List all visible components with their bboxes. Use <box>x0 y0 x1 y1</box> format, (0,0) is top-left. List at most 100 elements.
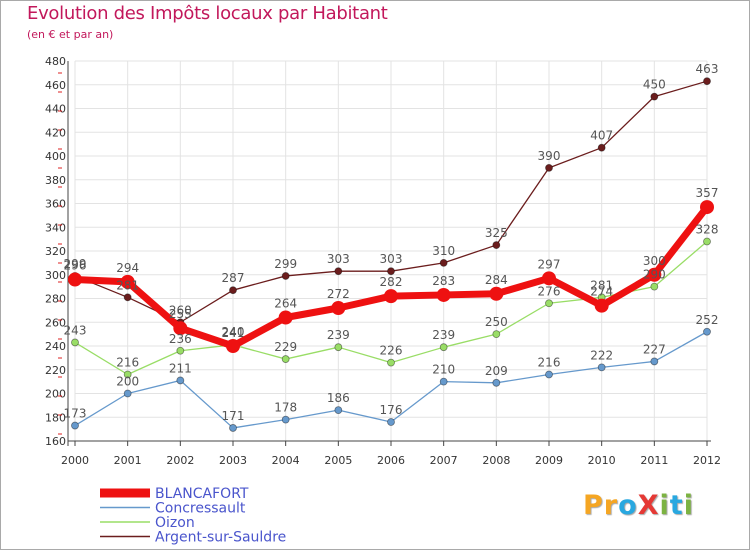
data-label-argent-sur-sauldre: 260 <box>169 303 192 317</box>
data-label-concressault: 178 <box>274 401 297 415</box>
data-label-oizon: 250 <box>485 315 508 329</box>
data-point-argent-sur-sauldre <box>334 267 343 276</box>
data-label-concressault: 210 <box>432 363 455 377</box>
data-label-blancafort: 264 <box>274 297 297 311</box>
data-point-argent-sur-sauldre <box>387 267 395 276</box>
data-point-blancafort <box>436 287 451 302</box>
y-tick-label: 360 <box>45 198 66 211</box>
data-label-blancafort: 272 <box>327 287 350 301</box>
data-point-blancafort <box>384 289 398 304</box>
logo-letter: X <box>637 490 660 521</box>
data-point-argent-sur-sauldre <box>703 77 711 86</box>
data-label-blancafort: 296 <box>64 259 87 273</box>
data-point-blancafort <box>594 298 609 313</box>
data-label-blancafort: 294 <box>116 261 139 275</box>
data-point-blancafort <box>226 339 240 353</box>
data-point-blancafort <box>173 321 188 336</box>
data-point-oizon <box>703 237 711 246</box>
y-tick-label: 480 <box>45 55 66 68</box>
data-point-oizon <box>439 343 448 352</box>
data-label-blancafort: 300 <box>643 254 666 268</box>
data-point-concressault <box>387 418 395 426</box>
data-point-oizon <box>123 370 132 379</box>
data-point-concressault <box>545 370 553 379</box>
data-label-blancafort: 255 <box>169 307 192 321</box>
data-label-argent-sur-sauldre: 407 <box>590 129 613 143</box>
series-lines <box>68 77 714 432</box>
data-point-concressault <box>597 363 606 372</box>
data-point-oizon <box>650 282 659 291</box>
data-label-oizon: 239 <box>432 328 455 342</box>
data-point-blancafort <box>278 310 293 325</box>
x-tick-label: 2009 <box>535 454 563 467</box>
data-point-concressault <box>176 376 185 385</box>
data-point-argent-sur-sauldre <box>597 143 606 152</box>
y-tick-label: 420 <box>45 126 66 139</box>
logo-letter: o <box>618 490 638 521</box>
data-point-oizon <box>387 358 395 367</box>
data-label-oizon: 328 <box>696 223 719 237</box>
y-tick-label: 300 <box>45 269 66 282</box>
proxiti-logo: ProXiti <box>583 490 694 521</box>
data-label-argent-sur-sauldre: 463 <box>696 62 719 76</box>
y-tick-label: 280 <box>45 293 66 306</box>
data-point-blancafort <box>542 271 556 286</box>
data-label-concressault: 173 <box>64 407 87 421</box>
data-label-concressault: 227 <box>643 342 666 356</box>
data-label-concressault: 216 <box>538 356 561 370</box>
y-tick-label: 440 <box>45 103 66 116</box>
data-label-oizon: 290 <box>643 268 666 282</box>
chart-subtitle: (en € et par an) <box>27 28 114 41</box>
data-point-concressault <box>334 406 343 415</box>
data-label-blancafort: 297 <box>538 257 561 271</box>
data-label-argent-sur-sauldre: 281 <box>116 278 139 292</box>
data-label-oizon: 241 <box>222 326 245 340</box>
x-tick-label: 2004 <box>272 454 300 467</box>
x-tick-label: 2000 <box>61 454 89 467</box>
x-tick-label: 2003 <box>219 454 247 467</box>
data-label-concressault: 176 <box>380 403 403 417</box>
y-tick-label: 380 <box>45 174 66 187</box>
data-label-oizon: 226 <box>380 344 403 358</box>
data-point-oizon <box>281 355 290 363</box>
x-tick-label: 2006 <box>377 454 405 467</box>
x-tick-label: 2002 <box>166 454 194 467</box>
data-label-argent-sur-sauldre: 325 <box>485 226 508 240</box>
data-point-concressault <box>71 421 79 430</box>
x-tick-label: 2008 <box>482 454 510 467</box>
data-point-concressault <box>229 424 237 432</box>
y-tick-label: 320 <box>45 245 66 258</box>
data-label-oizon: 281 <box>590 278 613 292</box>
y-tick-label: 340 <box>45 221 66 234</box>
data-point-blancafort <box>700 200 714 215</box>
x-tick-label: 2005 <box>324 454 352 467</box>
data-point-concressault <box>492 378 501 387</box>
logo-letter: i <box>683 490 694 521</box>
data-label-concressault: 222 <box>590 348 613 362</box>
data-label-oizon: 276 <box>538 284 561 298</box>
legend-label: Concressault <box>155 501 246 517</box>
data-label-argent-sur-sauldre: 287 <box>222 271 245 285</box>
data-label-argent-sur-sauldre: 390 <box>538 149 561 163</box>
data-point-oizon <box>545 299 553 308</box>
data-point-argent-sur-sauldre <box>281 272 290 280</box>
y-tick-label: 200 <box>45 388 66 401</box>
data-point-concressault <box>281 415 290 424</box>
data-label-blancafort: 284 <box>485 273 508 287</box>
data-point-blancafort <box>647 267 662 282</box>
y-tick-label: 240 <box>45 340 66 353</box>
data-label-concressault: 200 <box>116 375 139 389</box>
y-tick-label: 460 <box>45 79 66 92</box>
legend: BLANCAFORTConcressaultOizonArgent-sur-Sa… <box>100 486 286 546</box>
x-tick-label: 2012 <box>693 454 721 467</box>
data-labels: 299 281 260 287 299 303 303 310 325 390 407 450 463 2… <box>64 62 719 423</box>
data-label-blancafort: 357 <box>696 186 719 200</box>
x-tick-label: 2010 <box>588 454 616 467</box>
data-point-concressault <box>703 327 711 336</box>
data-label-concressault: 171 <box>222 409 245 423</box>
data-point-argent-sur-sauldre <box>545 163 553 172</box>
data-label-argent-sur-sauldre: 299 <box>274 257 297 271</box>
data-label-oizon: 239 <box>327 328 350 342</box>
data-point-oizon <box>176 346 185 355</box>
